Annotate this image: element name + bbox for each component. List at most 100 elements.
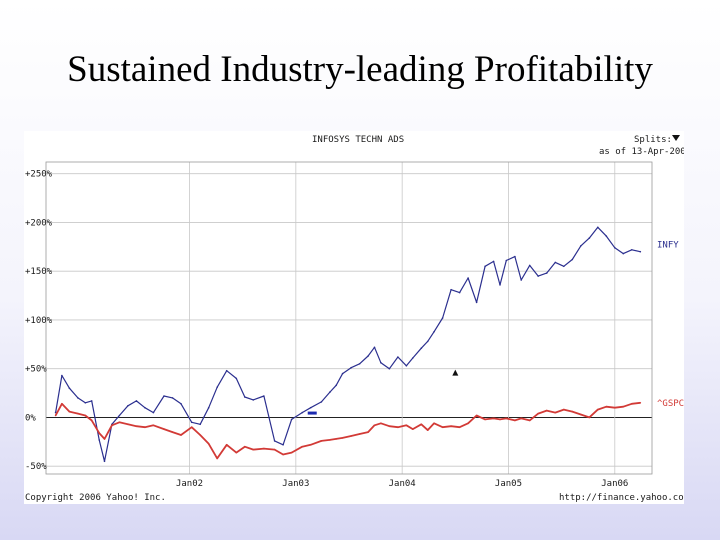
data-point-infy bbox=[563, 265, 565, 268]
data-point-gspc bbox=[605, 405, 608, 408]
data-point-gspc bbox=[520, 417, 522, 420]
data-point-infy bbox=[380, 362, 382, 364]
x-tick-label: Jan04 bbox=[389, 479, 416, 489]
data-point-gspc bbox=[273, 448, 276, 451]
data-point-infy bbox=[244, 396, 246, 398]
data-point-infy bbox=[405, 365, 408, 367]
data-point-infy bbox=[320, 401, 323, 403]
source-url: http://finance.yahoo.com/ bbox=[559, 493, 684, 503]
data-point-infy bbox=[235, 377, 238, 380]
data-point-gspc bbox=[282, 453, 284, 456]
data-point-infy bbox=[475, 301, 478, 304]
data-point-infy bbox=[614, 247, 616, 249]
hover-marker bbox=[307, 411, 317, 415]
y-tick-label: +100% bbox=[25, 316, 53, 326]
data-point-gspc bbox=[111, 424, 113, 427]
data-point-gspc bbox=[433, 422, 435, 425]
data-point-gspc bbox=[484, 418, 486, 421]
x-tick-label: Jan02 bbox=[176, 479, 203, 489]
data-point-gspc bbox=[103, 438, 106, 440]
data-point-gspc bbox=[467, 422, 469, 425]
data-point-gspc bbox=[441, 426, 444, 429]
data-point-gspc bbox=[639, 402, 642, 404]
data-point-infy bbox=[420, 347, 423, 349]
data-point-infy bbox=[597, 226, 599, 229]
data-point-gspc bbox=[335, 438, 338, 440]
data-point-gspc bbox=[163, 428, 165, 430]
data-point-gspc bbox=[528, 419, 531, 422]
data-point-infy bbox=[329, 391, 331, 393]
data-point-gspc bbox=[54, 414, 57, 417]
data-point-infy bbox=[580, 245, 582, 247]
data-point-gspc bbox=[499, 418, 501, 421]
data-point-gspc bbox=[450, 425, 452, 428]
x-tick-label: Jan03 bbox=[282, 479, 309, 489]
data-point-infy bbox=[412, 357, 414, 359]
data-point-infy bbox=[397, 356, 399, 358]
split-triangle-icon bbox=[452, 369, 459, 376]
data-point-infy bbox=[571, 258, 574, 261]
data-point-gspc bbox=[199, 434, 201, 436]
data-point-gspc bbox=[320, 440, 323, 442]
data-point-gspc bbox=[225, 444, 228, 446]
data-point-infy bbox=[358, 363, 361, 365]
y-tick-label: 0% bbox=[25, 413, 36, 423]
data-point-infy bbox=[499, 284, 501, 286]
data-point-infy bbox=[639, 250, 642, 253]
splits-label[interactable]: Splits: bbox=[634, 135, 672, 145]
data-point-gspc bbox=[171, 431, 174, 433]
slide-title: Sustained Industry-leading Profitability bbox=[67, 49, 653, 90]
data-point-infy bbox=[622, 252, 625, 255]
data-point-infy bbox=[467, 277, 469, 279]
data-point-gspc bbox=[350, 435, 352, 437]
data-point-gspc bbox=[180, 434, 182, 436]
chart-title: INFOSYS TECHN ADS bbox=[312, 135, 404, 145]
splits-dropdown-icon[interactable] bbox=[672, 135, 680, 141]
data-point-gspc bbox=[252, 448, 255, 451]
data-point-infy bbox=[458, 291, 461, 294]
data-point-infy bbox=[199, 423, 201, 426]
data-point-infy bbox=[528, 264, 531, 267]
data-point-infy bbox=[520, 279, 522, 281]
series-line-infy bbox=[55, 226, 641, 462]
data-point-gspc bbox=[373, 424, 376, 427]
data-point-infy bbox=[61, 374, 63, 377]
data-point-gspc bbox=[367, 431, 369, 433]
data-point-gspc bbox=[290, 451, 293, 454]
data-point-gspc bbox=[207, 443, 210, 445]
data-point-gspc bbox=[426, 429, 429, 431]
data-point-gspc bbox=[341, 437, 344, 439]
data-point-gspc bbox=[235, 451, 238, 454]
data-point-gspc bbox=[263, 447, 265, 450]
chart-svg: +250% +200% +150% +100% +50% 0% -50% Jan02 Jan03… bbox=[25, 135, 684, 503]
data-point-gspc bbox=[77, 412, 79, 415]
split-marker bbox=[307, 369, 459, 415]
data-point-gspc bbox=[135, 425, 138, 428]
data-point-gspc bbox=[329, 439, 331, 441]
data-point-infy bbox=[118, 414, 121, 417]
data-point-infy bbox=[282, 444, 284, 446]
data-point-gspc bbox=[588, 416, 591, 419]
data-point-gspc bbox=[244, 445, 246, 448]
plot-frame bbox=[45, 161, 653, 475]
data-point-infy bbox=[309, 406, 312, 409]
data-point-gspc bbox=[397, 426, 399, 429]
y-tick-label: +150% bbox=[25, 267, 53, 277]
data-point-gspc bbox=[190, 426, 193, 429]
data-point-gspc bbox=[597, 408, 599, 411]
grid bbox=[45, 161, 653, 475]
data-point-gspc bbox=[412, 428, 414, 430]
data-point-infy bbox=[335, 384, 338, 387]
data-point-infy bbox=[273, 440, 276, 442]
data-point-gspc bbox=[405, 424, 408, 427]
y-tick-label: +200% bbox=[25, 218, 53, 228]
data-point-infy bbox=[545, 272, 548, 274]
data-point-infy bbox=[537, 275, 539, 277]
data-point-infy bbox=[505, 259, 508, 262]
data-point-gspc bbox=[388, 425, 391, 428]
data-point-gspc bbox=[380, 422, 382, 425]
data-point-infy bbox=[263, 395, 265, 397]
data-point-gspc bbox=[631, 403, 633, 405]
data-point-infy bbox=[77, 397, 79, 399]
data-point-gspc bbox=[571, 410, 574, 413]
